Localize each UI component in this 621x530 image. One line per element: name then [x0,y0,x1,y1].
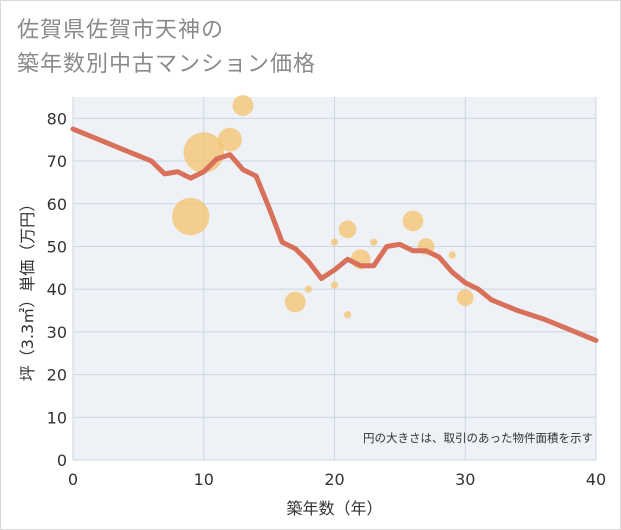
bubble-point [338,220,357,239]
y-axis-label: 坪（3.3㎡）単価（万円） [18,196,37,381]
bubble-point [304,285,312,293]
y-tick-label: 30 [47,323,67,342]
y-tick-label: 50 [47,237,67,256]
x-tick-label: 30 [455,470,475,489]
y-tick-label: 10 [47,408,67,427]
x-tick-label: 0 [68,470,78,489]
bubble-point [330,238,339,246]
bubble-point [284,291,306,313]
bubble-point [370,238,378,246]
bubble-point [402,210,424,232]
y-tick-labels: 0 10 20 30 40 50 60 70 80 [47,109,67,470]
x-axis-label: 築年数（年） [286,499,382,518]
title-line-1: 佐賀県佐賀市天神の [17,18,225,43]
bubble-point [232,95,254,116]
size-note: 円の大きさは、取引のあった物件面積を示す [363,431,593,445]
chart-title: 佐賀県佐賀市天神の 築年数別中古マンション価格 [17,14,316,82]
y-tick-label: 70 [47,152,67,171]
x-tick-label: 10 [194,470,214,489]
title-line-2: 築年数別中古マンション価格 [17,52,317,77]
grid-lines [72,97,597,461]
bubble-point [456,289,474,307]
bubble-point [171,197,210,236]
bubble-point [330,281,339,289]
bubble-point [183,132,225,173]
bubble-point [448,251,456,259]
y-tick-label: 0 [57,451,67,470]
x-tick-labels: 0 10 20 30 40 [68,470,606,489]
x-tick-label: 40 [586,470,606,489]
y-tick-label: 40 [47,280,67,299]
trend-line [70,126,599,343]
y-tick-label: 80 [47,109,67,128]
bubble-point [217,127,242,152]
y-tick-label: 20 [47,366,67,385]
bubble-point [343,311,352,319]
x-tick-label: 20 [324,470,344,489]
y-tick-label: 60 [47,195,67,214]
